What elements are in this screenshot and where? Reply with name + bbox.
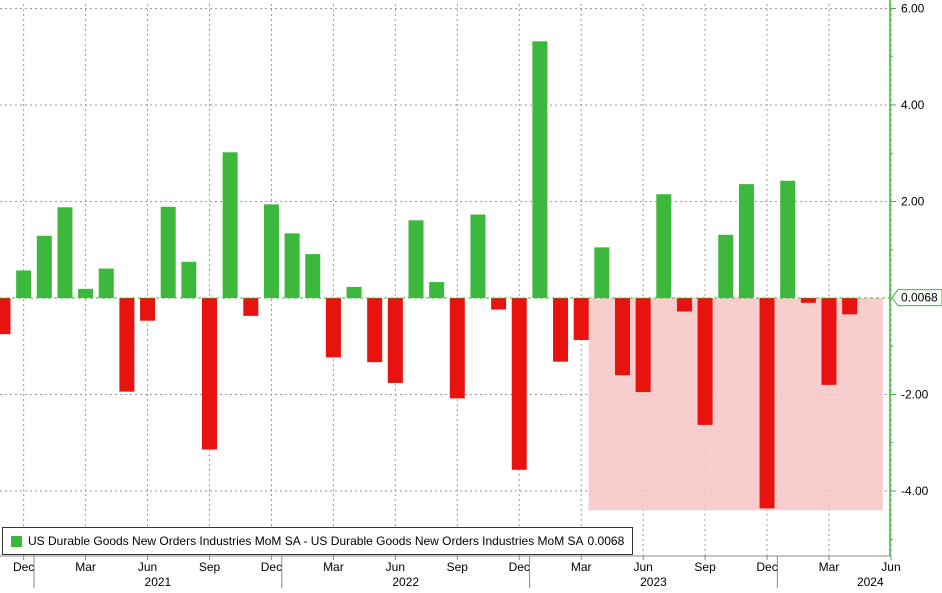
x-month-label: Dec [13,560,34,574]
x-month-label: Jun [633,560,652,574]
y-tick-label: 4.00 [901,98,925,112]
x-month-label: Mar [323,560,344,574]
negative-bar [553,298,569,362]
positive-bar [346,286,362,298]
positive-bar [57,207,73,298]
positive-bar [284,233,300,298]
positive-bar [429,282,445,298]
positive-bar [36,235,52,298]
x-month-label: Sep [199,560,221,574]
negative-bar [387,298,403,383]
negative-bar [759,298,775,509]
positive-bar [532,41,548,299]
x-month-label: Mar [819,560,840,574]
negative-bar [449,298,465,399]
x-month-label: Sep [447,560,469,574]
legend-value: 0.0068 [587,534,625,548]
positive-bar [98,268,114,298]
negative-bar [697,298,713,425]
negative-bar [615,298,630,376]
x-month-label: Jun [881,560,900,574]
negative-bar [140,298,156,321]
negative-bar [842,298,858,315]
negative-bar [491,298,507,310]
positive-bar [16,270,32,298]
negative-bar [0,298,11,335]
x-year-label: 2023 [640,575,667,588]
positive-bar [594,247,610,298]
last-value-badge [891,289,942,307]
positive-bar [78,288,94,298]
negative-bar [821,298,837,385]
shade-layer [588,298,883,511]
negative-bar [119,298,135,392]
negative-bar [573,298,589,340]
x-month-label: Jun [386,560,405,574]
positive-bar [470,214,486,298]
negative-bar [635,298,651,393]
last-value-label: 0.0068 [901,291,938,305]
positive-bar [408,220,424,298]
negative-bar [202,298,217,450]
x-year-label: 2024 [857,575,884,588]
legend: US Durable Goods New Orders Industries M… [2,527,634,555]
x-month-label: Sep [694,560,716,574]
y-tick-label: -2.00 [901,388,929,402]
negative-bar [511,298,527,470]
x-month-label: Dec [261,560,282,574]
positive-bar [718,234,734,298]
y-tick-label: -4.00 [901,484,929,498]
positive-bar [263,204,279,298]
negative-bar [800,298,816,303]
x-year-label: 2022 [392,575,419,588]
x-month-label: Dec [509,560,530,574]
positive-bar [656,194,672,298]
positive-bar [738,184,754,298]
positive-bar [305,254,321,298]
negative-bar [367,298,383,363]
positive-bar [222,152,238,298]
positive-bar [160,206,176,298]
negative-bar [676,298,692,312]
shaded-region [588,298,883,511]
negative-bar [325,298,341,358]
x-month-label: Mar [571,560,592,574]
x-month-label: Mar [75,560,96,574]
x-month-label: Jun [138,560,157,574]
bars-layer [0,41,858,509]
y-tick-label: 6.00 [901,2,925,16]
x-year-label: 2021 [145,575,172,588]
negative-bar [243,298,259,316]
positive-bar [780,180,796,298]
positive-bar [181,261,197,298]
x-month-label: Dec [756,560,777,574]
legend-swatch [11,535,22,547]
y-tick-label: 2.00 [901,195,925,209]
legend-label: US Durable Goods New Orders Industries M… [28,534,584,548]
